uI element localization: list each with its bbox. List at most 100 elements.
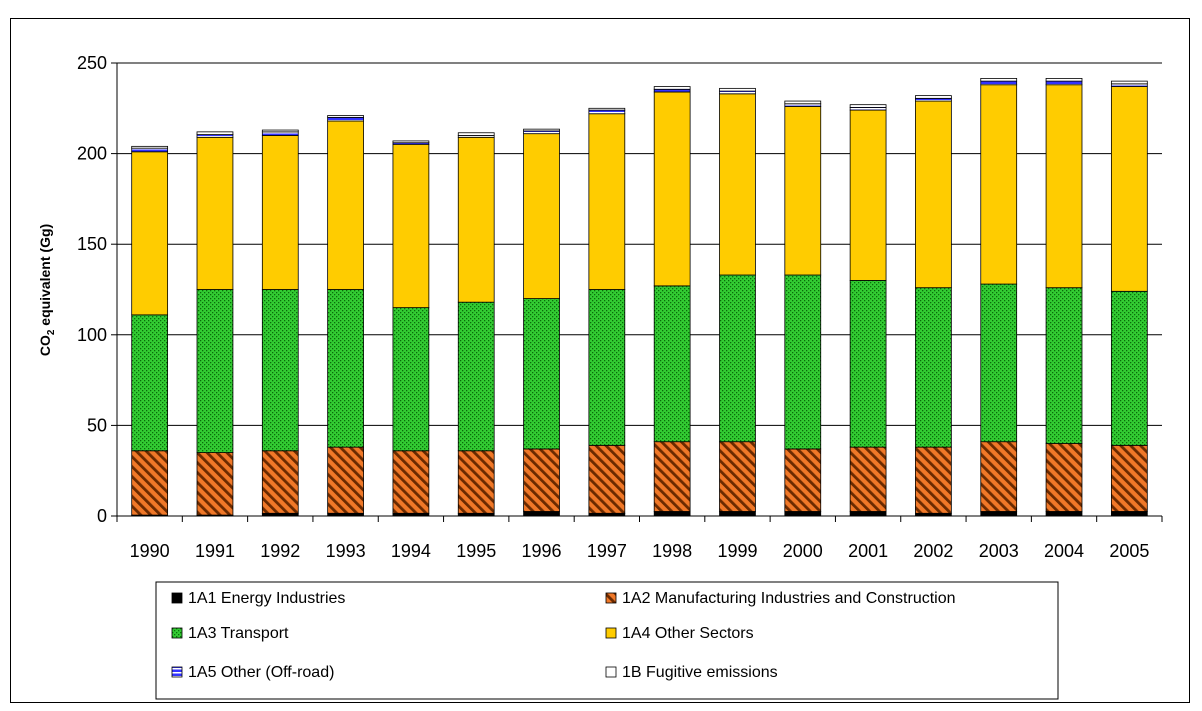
legend-label-5: 1A5 Other (Off-road) (188, 664, 334, 681)
bar-segment-2-2000 (784, 448, 822, 512)
bar-segment-3-2004 (1045, 287, 1083, 444)
legend-swatch-3 (171, 627, 183, 639)
bar-segment-6-1993 (327, 115, 364, 118)
bar-segment-4-1995 (457, 136, 495, 303)
x-tick-label: 1991 (195, 541, 235, 561)
y-axis-label: CO2 equivalent (Gg) (37, 224, 57, 356)
bar-segment-6-1999 (719, 87, 756, 92)
bar-segment-3-1993 (327, 289, 364, 448)
y-tick-labels: 0 50 100 150 200 250 (77, 53, 107, 526)
bar-segment-6-2001 (849, 104, 887, 108)
y-tick-label: 0 (97, 506, 107, 526)
legend-label-3: 1A3 Transport (188, 625, 289, 642)
bar-segment-2-2002 (915, 446, 952, 514)
bar-segment-6-2002 (915, 95, 952, 99)
x-tick-labels: 1990 1991 1992 1993 1994 1995 1996 1997 1998 1999… (130, 541, 1150, 561)
bar-segment-2-2001 (849, 446, 887, 512)
bar-segment-3-1994 (392, 307, 430, 452)
bar-segment-6-1991 (196, 131, 234, 135)
bar-segment-4-1994 (392, 144, 430, 309)
x-tick-label: 1998 (652, 541, 692, 561)
x-tick-label: 2000 (783, 541, 823, 561)
bar-segment-6-1995 (457, 132, 495, 136)
bar-segment-2-1990 (131, 450, 169, 516)
bar-segment-5-1991 (196, 134, 234, 138)
bars (131, 78, 1148, 517)
bar-segment-1-1996 (523, 511, 560, 517)
y-axis-label-subscript: 2 (46, 329, 57, 335)
legend-label-4: 1A4 Other Sectors (622, 625, 754, 642)
bar-segment-4-1992 (261, 135, 299, 290)
bar-segment-4-1999 (719, 93, 756, 276)
bar-segment-4-1991 (196, 136, 234, 290)
bar-segment-3-1999 (719, 274, 756, 443)
x-tick-label: 2001 (848, 541, 888, 561)
bar-segment-2-1998 (653, 441, 691, 512)
x-tick-label: 2005 (1109, 541, 1149, 561)
bar-segment-3-1991 (196, 289, 234, 453)
bar-segment-2-1996 (523, 448, 560, 512)
legend-swatch-1 (171, 592, 183, 604)
bar-segment-4-1996 (523, 133, 560, 299)
bar-segment-6-1992 (261, 129, 299, 133)
bar-segment-3-2003 (980, 283, 1018, 443)
x-tick-label: 1993 (326, 541, 366, 561)
legend-swatch-5 (171, 666, 183, 678)
axes (111, 62, 1163, 522)
bar-segment-5-2002 (915, 97, 952, 102)
x-tick-label: 1997 (587, 541, 627, 561)
bar-segment-2-1992 (261, 450, 299, 514)
bar-segment-3-1998 (653, 285, 691, 443)
bar-segment-2-2003 (980, 441, 1018, 512)
bar-segment-1-1999 (719, 511, 756, 517)
legend-swatch-2 (605, 592, 617, 604)
bar-segment-4-2003 (980, 84, 1018, 285)
bar-segment-3-2002 (915, 287, 952, 448)
bar-segment-5-1997 (588, 109, 626, 115)
y-axis-label-suffix: equivalent (Gg) (37, 224, 53, 330)
bar-segment-2-2004 (1045, 443, 1083, 512)
x-tick-label: 1992 (260, 541, 300, 561)
bar-segment-4-2005 (1110, 86, 1148, 292)
bar-segment-5-2003 (980, 80, 1018, 86)
y-tick-label: 250 (77, 53, 107, 73)
bar-segment-5-2005 (1110, 83, 1148, 87)
bar-segment-4-1990 (131, 151, 169, 316)
bar-segment-4-2004 (1045, 84, 1083, 289)
bar-segment-3-1992 (261, 289, 299, 452)
bar-segment-2-1991 (196, 452, 234, 516)
x-tick-label: 2003 (979, 541, 1019, 561)
bar-segment-5-1996 (523, 130, 560, 135)
bar-segment-3-1995 (457, 301, 495, 452)
bar-segment-6-1996 (523, 128, 560, 132)
legend-label-2: 1A2 Manufacturing Industries and Constru… (622, 590, 956, 607)
bar-segment-4-1993 (327, 120, 364, 290)
bar-segment-1-2004 (1045, 511, 1083, 517)
bar-segment-4-1998 (653, 91, 691, 287)
bar-segment-6-2003 (980, 78, 1018, 82)
x-tick-label: 1995 (456, 541, 496, 561)
y-axis-label-main: CO (37, 335, 53, 356)
x-tick-label: 1999 (717, 541, 757, 561)
bar-segment-6-1997 (588, 107, 626, 111)
legend-swatch-6 (605, 666, 617, 678)
bar-segment-2-1999 (719, 441, 756, 512)
bar-segment-2-1994 (392, 450, 430, 514)
bar-segment-2-1995 (457, 450, 495, 514)
bar-segment-6-2000 (784, 100, 822, 105)
bar-segment-5-2001 (849, 106, 887, 111)
legend-swatch-4 (605, 627, 617, 639)
y-tick-label: 50 (87, 415, 107, 435)
bar-segment-3-1996 (523, 298, 560, 450)
bar-segment-1-2005 (1110, 511, 1148, 517)
legend: 1A1 Energy Industries 1A2 Manufacturing I… (171, 590, 956, 681)
bar-segment-6-2004 (1045, 78, 1083, 82)
y-tick-label: 100 (77, 325, 107, 345)
y-tick-label: 150 (77, 234, 107, 254)
x-tick-label: 1996 (522, 541, 562, 561)
bar-segment-2-1997 (588, 444, 626, 514)
bar-segment-5-2000 (784, 103, 822, 107)
bar-segment-1-2001 (849, 511, 887, 517)
bar-segment-4-2001 (849, 109, 887, 281)
